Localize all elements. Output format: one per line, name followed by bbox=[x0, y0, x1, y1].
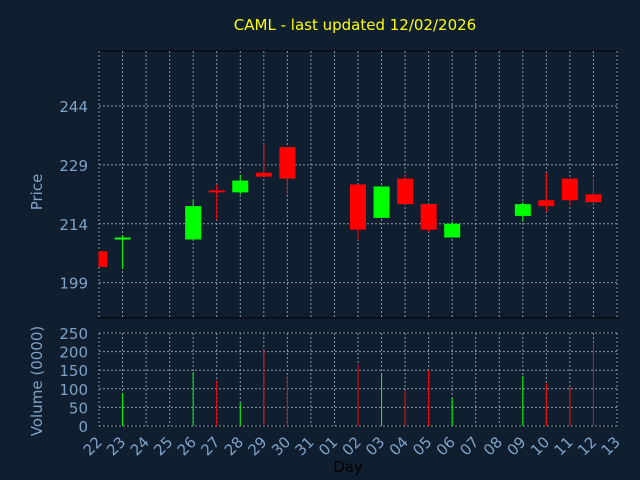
candle-body bbox=[279, 147, 296, 179]
volume-tick-label: 100 bbox=[59, 381, 88, 399]
day-axis-label: Day bbox=[333, 458, 363, 476]
candles bbox=[98, 143, 602, 269]
chart-title: CAML - last updated 12/02/2026 bbox=[234, 16, 476, 34]
volume-tick-label: 50 bbox=[69, 399, 88, 417]
candle-body bbox=[397, 178, 414, 205]
volume-axis-label: Volume (0000) bbox=[28, 326, 46, 436]
candle-body bbox=[373, 186, 390, 218]
candle-body bbox=[350, 184, 366, 230]
candle-body bbox=[514, 204, 531, 216]
price-axis-ticks: 199 214 229 244 bbox=[59, 98, 88, 293]
candle-body bbox=[561, 178, 578, 201]
candle-body bbox=[444, 223, 461, 238]
candle-body bbox=[585, 194, 602, 203]
candle-body bbox=[538, 200, 555, 207]
price-tick-label: 199 bbox=[59, 275, 88, 293]
price-tick-label: 244 bbox=[59, 98, 88, 116]
candle-body bbox=[114, 237, 131, 240]
candle-body bbox=[420, 204, 437, 230]
volume-bars bbox=[122, 342, 594, 426]
candle-body bbox=[185, 206, 202, 240]
price-tick-label: 214 bbox=[59, 216, 88, 234]
volume-tick-label: 150 bbox=[59, 362, 88, 380]
volume-tick-label: 250 bbox=[59, 325, 88, 343]
volume-tick-label: 200 bbox=[59, 344, 88, 362]
volume-tick-label: 0 bbox=[78, 418, 88, 436]
candle-body bbox=[255, 172, 272, 177]
price-tick-label: 229 bbox=[59, 157, 88, 175]
price-axis-label: Price bbox=[28, 174, 46, 211]
candle-body bbox=[208, 190, 225, 193]
candle-body bbox=[99, 251, 107, 267]
candle-body bbox=[232, 180, 249, 193]
day-axis-ticks: 2223242526272829303101020304050607080910… bbox=[80, 433, 624, 459]
